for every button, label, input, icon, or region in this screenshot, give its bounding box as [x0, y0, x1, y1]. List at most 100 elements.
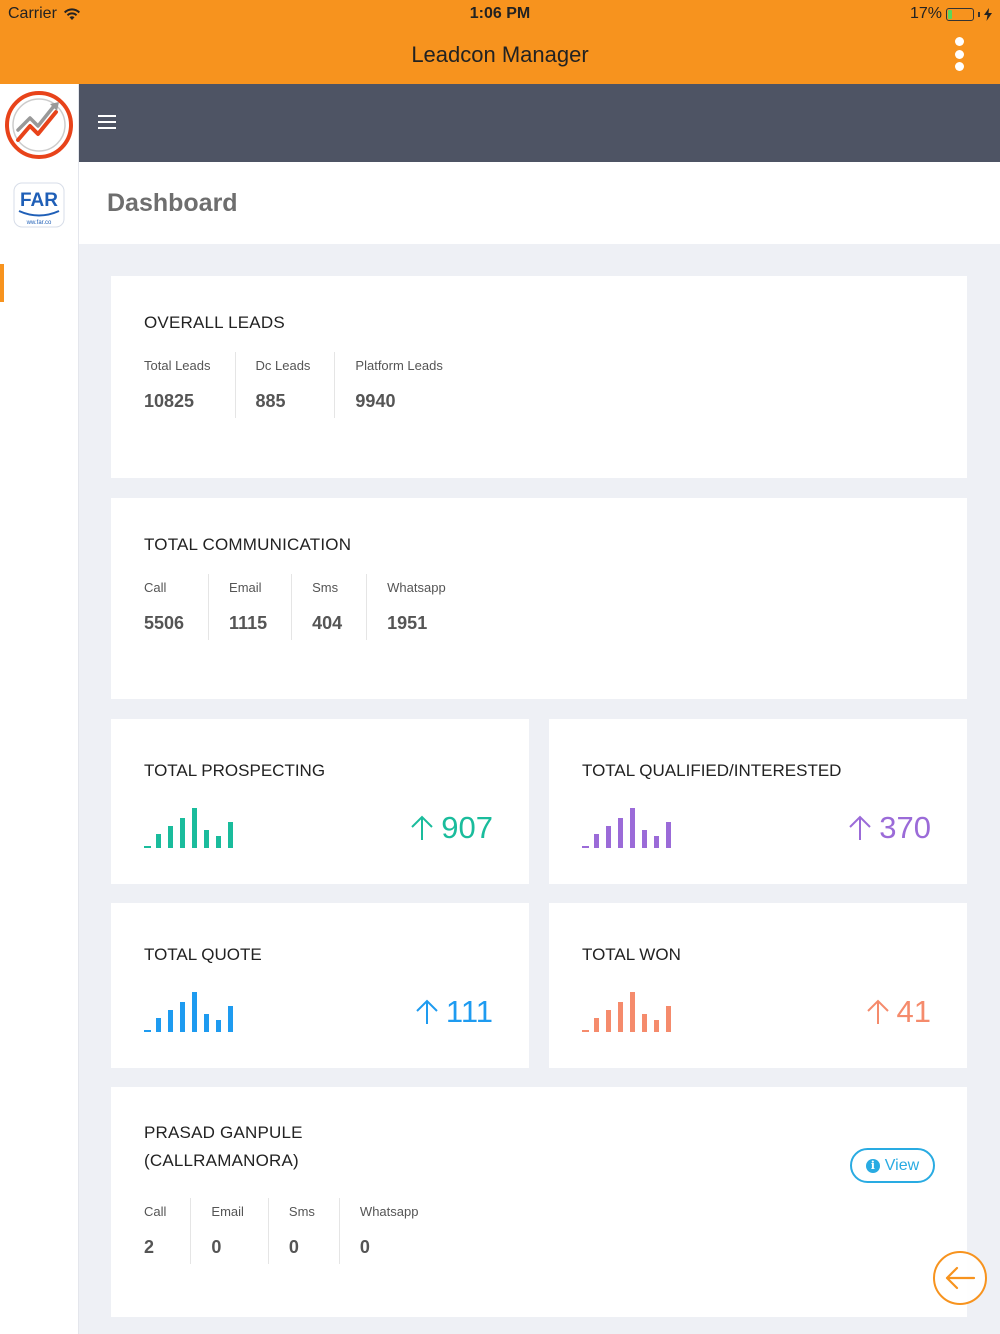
stat-label: Sms — [288, 1204, 315, 1219]
sparkline-bars-icon — [582, 808, 672, 848]
sparkline-bar — [666, 822, 671, 848]
sparkline-bar — [642, 1014, 647, 1032]
trend-number: 370 — [879, 810, 931, 845]
sparkline-bar — [228, 822, 233, 848]
trend-value: 111 — [414, 994, 493, 1030]
stat-dc-leads: Dc Leads 885 — [256, 352, 336, 418]
stat-value: 5506 — [144, 613, 185, 633]
far-logo: FAR ww.far.co — [13, 182, 65, 228]
kebab-menu-icon[interactable] — [954, 37, 964, 71]
stat-label: Email — [211, 1204, 244, 1219]
battery-nub — [978, 11, 980, 17]
stat-call: Call 2 — [144, 1198, 192, 1264]
stat-whatsapp: Whatsapp 0 — [360, 1198, 443, 1264]
trend-value: 370 — [847, 810, 931, 846]
sparkline-bar — [228, 1006, 233, 1032]
sparkline-bar — [594, 834, 599, 848]
stat-label: Whatsapp — [359, 1204, 419, 1219]
view-button-label: View — [884, 1156, 920, 1174]
card-title: TOTAL COMMUNICATION — [144, 535, 352, 554]
info-icon: i — [865, 1158, 880, 1173]
sparkline-bar — [642, 830, 647, 848]
user-name-line2: (CALLRAMANORA) — [144, 1151, 299, 1170]
battery-icon — [946, 7, 974, 21]
sparkline-bar — [204, 1014, 209, 1032]
sparkline-bar — [144, 1030, 151, 1032]
sparkline-bar — [192, 808, 197, 848]
stats-row: Call 5506 Email 1115 Sms 404 Whatsapp 19… — [144, 574, 490, 640]
user-summary-card: PRASAD GANPULE (CALLRAMANORA) i View Cal… — [111, 1087, 967, 1317]
sparkline-bar — [606, 826, 611, 848]
stat-value: 0 — [211, 1237, 222, 1257]
view-button[interactable]: i View — [850, 1148, 935, 1183]
status-carrier: Carrier — [8, 5, 81, 23]
stat-value: 885 — [255, 391, 286, 411]
sparkline-bar — [618, 1002, 623, 1032]
charging-bolt-icon — [984, 7, 992, 21]
user-name: PRASAD GANPULE (CALLRAMANORA) — [144, 1119, 303, 1175]
stat-total-leads: Total Leads 10825 — [144, 352, 236, 418]
card-title: TOTAL QUOTE — [144, 945, 262, 964]
total-prospecting-card[interactable]: TOTAL PROSPECTING 907 — [111, 719, 529, 884]
hamburger-icon[interactable] — [98, 115, 116, 129]
arrow-up-icon — [866, 999, 889, 1024]
trend-number: 41 — [896, 994, 931, 1029]
stat-value: 9940 — [355, 391, 396, 411]
trend-value: 41 — [865, 994, 931, 1030]
sparkline-bars-icon — [582, 992, 672, 1032]
sparkline-bar — [204, 830, 209, 848]
stat-value: 1115 — [229, 613, 268, 633]
stats-row: Total Leads 10825 Dc Leads 885 Platform … — [144, 352, 487, 418]
sparkline-bar — [582, 1030, 589, 1032]
sparkline-bar — [582, 846, 589, 848]
sparkline-bars-icon — [144, 808, 234, 848]
card-title: TOTAL QUALIFIED/INTERESTED — [582, 761, 842, 780]
app-bar: Carrier 1:06 PM 17% Leadcon Manager — [0, 0, 1000, 84]
stat-value: 0 — [288, 1237, 299, 1257]
total-won-card[interactable]: TOTAL WON 41 — [549, 903, 967, 1068]
app-logo-icon[interactable] — [4, 90, 74, 160]
sparkline-bar — [216, 836, 221, 848]
stat-label: Email — [229, 580, 262, 595]
sparkline-bars-icon — [144, 992, 234, 1032]
sparkline-bar — [180, 818, 185, 848]
sparkline-bar — [606, 1010, 611, 1032]
arrow-up-icon — [849, 815, 871, 840]
total-quote-card[interactable]: TOTAL QUOTE 111 — [111, 903, 529, 1068]
header-strip — [79, 84, 1000, 162]
stat-value: 2 — [144, 1237, 155, 1257]
stat-label: Total Leads — [144, 358, 211, 373]
far-logo-subtext: ww.far.co — [26, 220, 52, 226]
sidebar: FAR ww.far.co — [0, 84, 79, 1334]
user-name-line1: PRASAD GANPULE — [144, 1123, 303, 1142]
sparkline-bar — [630, 992, 635, 1032]
app-title: Leadcon Manager — [411, 42, 589, 67]
sparkline-bar — [630, 808, 635, 848]
stats-row: Call 2 Email 0 Sms 0 Whatsapp 0 — [144, 1198, 462, 1264]
stat-label: Call — [144, 580, 167, 595]
arrow-up-icon — [416, 999, 438, 1024]
trend-value: 907 — [409, 810, 493, 846]
sparkline-bar — [156, 1018, 161, 1032]
battery-percent: 17% — [909, 5, 942, 22]
page-title: Dashboard — [107, 189, 238, 217]
overall-leads-card: OVERALL LEADS Total Leads 10825 Dc Leads… — [111, 276, 967, 478]
total-qualified-card[interactable]: TOTAL QUALIFIED/INTERESTED 370 — [549, 719, 967, 884]
carrier-label: Carrier — [8, 5, 57, 22]
sparkline-bar — [654, 1020, 659, 1032]
status-battery: 17% — [910, 5, 992, 23]
sparkline-bar — [180, 1002, 185, 1032]
stat-value: 1951 — [387, 613, 428, 633]
stat-email: Email 0 — [211, 1198, 269, 1264]
sidebar-active-indicator — [0, 264, 4, 302]
card-title: OVERALL LEADS — [144, 313, 285, 332]
card-title: TOTAL PROSPECTING — [144, 761, 326, 780]
sparkline-bar — [144, 846, 151, 848]
stat-whatsapp: Whatsapp 1951 — [387, 574, 470, 640]
status-time: 1:06 PM — [469, 5, 531, 22]
stat-platform-leads: Platform Leads 9940 — [355, 352, 466, 418]
sparkline-bar — [594, 1018, 599, 1032]
stat-value: 404 — [312, 613, 343, 633]
stat-label: Call — [144, 1204, 167, 1219]
back-button[interactable] — [933, 1251, 987, 1305]
